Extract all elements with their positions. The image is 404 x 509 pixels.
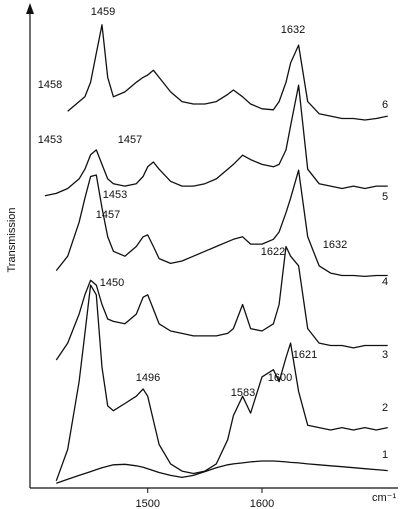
peak-annotation: 1453	[38, 134, 62, 146]
spectrum-line	[44, 84, 388, 197]
peak-annotation: 1622	[261, 246, 285, 258]
y-axis-arrow	[26, 3, 34, 14]
peak-annotation: 1496	[136, 372, 160, 384]
peak-annotation: 1458	[38, 79, 62, 91]
series-label: 1	[382, 449, 388, 461]
peak-annotation: 1600	[268, 372, 292, 384]
series-label: 6	[382, 99, 388, 111]
series-label: 4	[382, 276, 388, 288]
spectrum-line	[67, 24, 388, 121]
series-label: 2	[382, 402, 388, 414]
y-axis-label: Transmission	[6, 208, 18, 273]
x-tick-label: 1600	[250, 498, 274, 509]
series-label: 3	[382, 349, 388, 361]
peak-annotation: 1632	[281, 24, 305, 36]
peak-annotation: 1453	[103, 189, 127, 201]
peak-annotation: 1459	[91, 6, 115, 18]
spectrum-line	[55, 284, 388, 482]
spectrum-line	[55, 245, 388, 361]
spectrum-line	[55, 169, 388, 278]
peak-annotation: 1450	[100, 277, 124, 289]
x-tick-label: 1500	[135, 498, 159, 509]
series-label: 5	[382, 191, 388, 203]
peak-annotation: 1583	[231, 387, 255, 399]
spectrum-line	[56, 460, 388, 484]
peak-annotation: 1632	[323, 239, 347, 251]
peak-annotation: 1621	[293, 349, 317, 361]
peak-annotation: 1457	[96, 209, 120, 221]
x-axis-label: cm⁻¹	[372, 492, 396, 504]
peak-annotation: 1457	[118, 134, 142, 146]
